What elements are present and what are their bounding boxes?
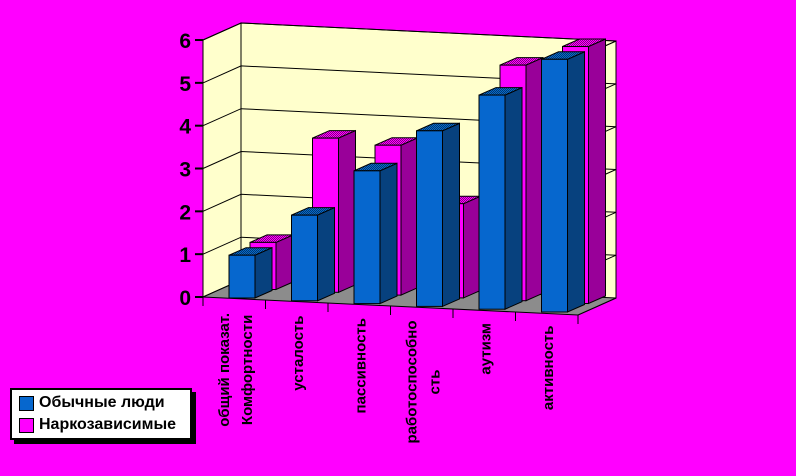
y-axis-label: 0	[179, 287, 191, 310]
bar-series2-cat6-side	[588, 38, 606, 305]
bar-series1-cat2-side	[317, 206, 335, 302]
category-label-cat5: аутизм	[478, 323, 495, 375]
legend-item-normal-people: Обычные люди	[16, 392, 186, 414]
category-label-cat4: работоспособно	[404, 321, 421, 444]
bar-series1-cat3	[353, 170, 381, 305]
legend-label-drug-addicts: Наркозависимые	[39, 416, 177, 433]
gridline	[202, 65, 617, 85]
bar-series1-cat1	[228, 254, 256, 299]
bar-series1-cat4	[416, 130, 443, 307]
legend-label-normal-people: Обычные люди	[39, 394, 165, 411]
y-axis-label: 2	[179, 201, 191, 224]
legend-swatch-magenta	[19, 417, 34, 433]
bar-series2-cat2-side	[338, 129, 356, 294]
bar-series2-cat3-side	[400, 136, 419, 296]
bar-series1-cat1-side	[254, 246, 273, 299]
bar-series1-cat6-side	[567, 51, 585, 313]
category-label-cat1: Комфортности	[239, 315, 256, 425]
bar-series1-cat5-side	[504, 86, 523, 310]
bar-series1-cat4-side	[442, 122, 460, 308]
bar-series1-cat5	[478, 94, 506, 310]
legend-swatch-blue	[19, 395, 34, 411]
legend: Обычные люди Наркозависимые	[10, 388, 192, 440]
y-axis-label: 1	[179, 244, 191, 267]
category-label-cat2: усталость	[290, 316, 307, 391]
category-label-cat3: пассивность	[353, 318, 370, 413]
bar-series2-cat5-side	[525, 56, 544, 302]
y-axis-label: 6	[179, 30, 191, 53]
bar-series2-cat1-side	[275, 234, 294, 291]
bar-series1-cat6	[541, 58, 568, 313]
category-label-cat6: активность	[540, 326, 557, 411]
bar-series1-cat3-side	[379, 162, 398, 305]
legend-item-drug-addicts: Наркозависимые	[16, 414, 186, 436]
y-axis-label: 5	[179, 73, 191, 96]
bar-series2-cat4-side	[463, 195, 481, 299]
y-axis-label: 4	[179, 116, 191, 139]
bar-series1-cat2	[291, 214, 318, 302]
category-label-cat4: сть	[427, 370, 444, 395]
y-axis-label: 3	[179, 159, 191, 182]
gridline	[202, 22, 617, 42]
category-label-cat1: общий показат.	[216, 313, 233, 427]
